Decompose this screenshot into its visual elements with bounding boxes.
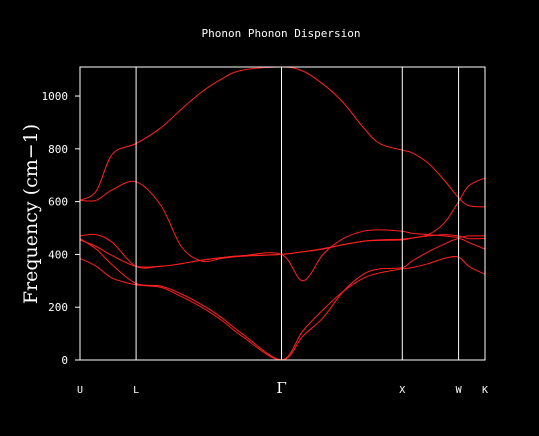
plot-frame	[79, 66, 486, 361]
x-tick-label-5: K	[482, 385, 488, 396]
y-tick-label-2: 400	[48, 248, 68, 261]
x-tick-label-0: U	[77, 385, 83, 396]
branch-line-4	[79, 229, 486, 282]
branch-line-6	[79, 256, 486, 361]
x-tick-label-2: Γ	[276, 379, 286, 397]
x-tick-label-4: W	[456, 385, 463, 396]
high-symmetry-lines	[135, 67, 460, 360]
y-tick-label-3: 600	[48, 196, 68, 209]
x-tick-label-1: L	[133, 385, 139, 396]
chart-title: Phonon Phonon Dispersion	[202, 27, 361, 40]
y-tick-label-1: 200	[48, 301, 68, 314]
y-axis-ticks: 0 200 400 600 800 1000	[42, 90, 80, 367]
series-layer	[79, 66, 486, 361]
x-tick-label-3: X	[399, 385, 405, 396]
y-tick-label-0: 0	[61, 354, 68, 367]
branch-line-1	[79, 66, 486, 208]
y-axis-label: Frequency (cm−1)	[20, 124, 42, 304]
y-tick-label-4: 800	[48, 143, 68, 156]
y-tick-label-5: 1000	[42, 90, 69, 103]
